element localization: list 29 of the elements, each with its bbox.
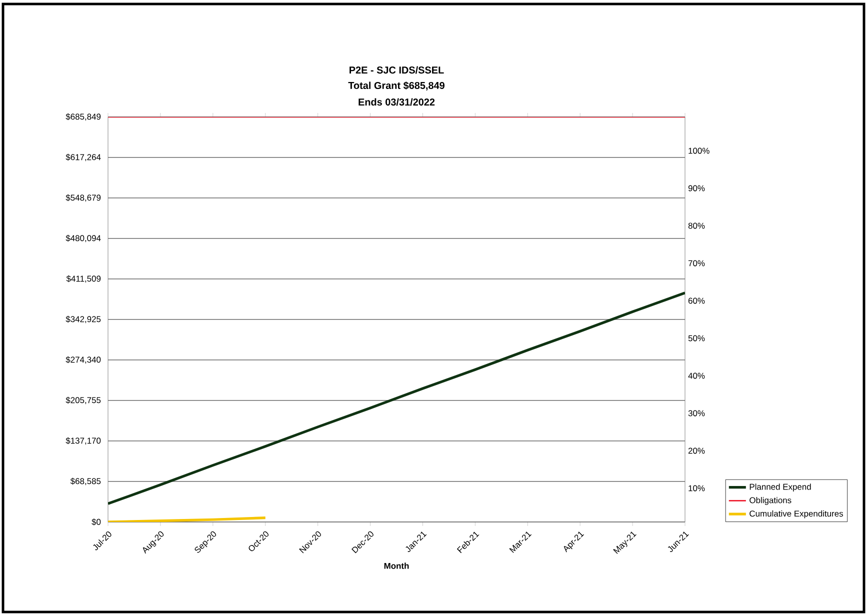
legend-label: Cumulative Expenditures — [750, 510, 844, 518]
legend-label: Obligations — [750, 496, 792, 505]
chart-title: P2E - SJC IDS/SSEL — [350, 66, 444, 74]
y2-tick-label: 50% — [688, 335, 705, 342]
legend-label: Planned Expend — [750, 484, 811, 492]
text: Ends 03/31/2022 — [358, 98, 435, 106]
y-tick-label: $274,340 — [66, 356, 101, 364]
y2-tick-label: 20% — [688, 448, 705, 454]
line-series — [108, 292, 686, 505]
y2-tick-label: 100% — [688, 148, 710, 154]
y-tick-label: $342,925 — [66, 316, 101, 324]
y2-tick-label: 80% — [688, 222, 705, 229]
y-tick-label: $480,094 — [66, 234, 101, 242]
y2-tick-label: 70% — [688, 260, 705, 266]
y-tick-label: $548,679 — [66, 194, 101, 202]
y-tick-label: $68,585 — [70, 478, 101, 486]
y2-tick-label: 90% — [688, 185, 705, 192]
y-tick-label: $137,170 — [66, 437, 101, 445]
y2-tick-label: 40% — [688, 372, 705, 379]
y-tick-label: $685,849 — [66, 113, 101, 121]
chart-subtitle: Total Grant $685,849 — [348, 82, 444, 90]
y-tick-label: $0 — [92, 518, 101, 526]
y2-tick-label: 30% — [688, 410, 705, 416]
y-tick-label: $411,509 — [66, 275, 101, 283]
y2-tick-label: 60% — [688, 298, 705, 304]
x-axis-title: Month — [384, 562, 409, 569]
y2-tick-label: 10% — [688, 485, 705, 492]
y-tick-label: $617,264 — [66, 154, 101, 162]
y-tick-label: $205,755 — [66, 396, 101, 404]
